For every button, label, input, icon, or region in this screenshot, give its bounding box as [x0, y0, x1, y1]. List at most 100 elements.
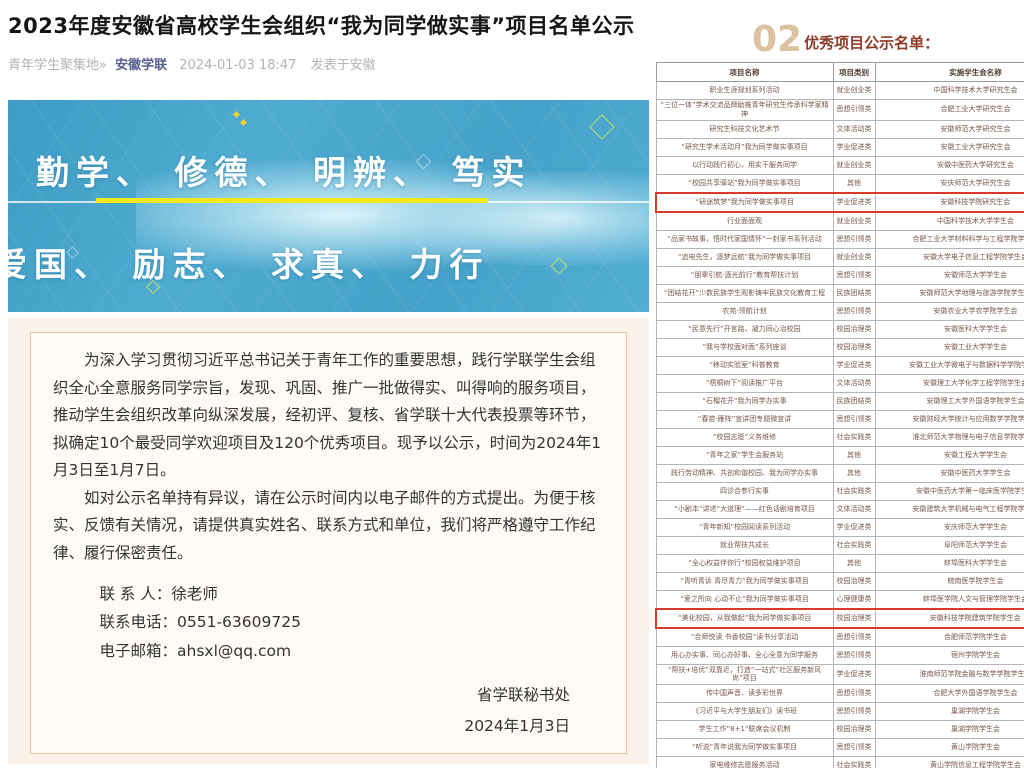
project-category-cell: 校园治理类	[832, 571, 876, 591]
project-name-cell: “梧桐树下”阅读推广平台	[655, 373, 834, 393]
project-name-cell: “小剧本”讲述“大道理”——红色话剧培育项目	[655, 499, 834, 519]
project-name-cell: “品家书故事，悟时代家国情怀”一封家书系列活动	[655, 229, 834, 249]
page-title: 2023年度安徽省高校学生会组织“我为同学做实事”项目名单公示	[8, 14, 635, 38]
student-union-cell: 阜阳师范大学学生会	[874, 535, 1024, 555]
student-union-cell: 安徽理工大学外国语学院学生会	[874, 391, 1024, 411]
project-name-cell: “研究生学术活动月”我为同学做实事项目	[655, 137, 834, 157]
project-category-cell: 其他	[832, 553, 876, 573]
project-category-cell: 思想引领类	[832, 229, 876, 249]
project-name-cell: “校园志愿”义务维修	[655, 427, 834, 447]
table-row: “三位一体”学术交流品牌助推青年研究生传承科学家精神 思想引领类 合肥工业大学研究生…	[655, 99, 1024, 121]
section-heading: 02 优秀项目公示名单：	[752, 22, 939, 58]
project-name-cell: “朋辈引航·逐光前行”教育帮扶计划	[655, 265, 834, 285]
account-link[interactable]: 安徽学联	[115, 58, 168, 73]
project-category-cell: 民族团结类	[832, 391, 876, 411]
table-row: “品家书故事，悟时代家国情怀”一封家书系列活动 思想引领类 合肥工业大学材料科学与工…	[655, 229, 1024, 249]
project-category-cell: 文体活动类	[832, 373, 876, 393]
project-name-cell: “民意先行”开言路、凝力同心治校园	[655, 319, 834, 339]
student-union-cell: 皖南医学院学生会	[874, 571, 1024, 591]
project-category-cell: 其他	[832, 173, 876, 193]
meta-location: 发表于安徽	[310, 58, 376, 73]
table-row: “听说”青年说我为同学做实事项目 思想引领类 黄山学院学生会	[655, 738, 1024, 757]
table-row: “校园志愿”义务维修社会实践类淮北师范大学物理与电子信息学院学生会	[655, 427, 1024, 447]
project-name-cell: “移动实验室”科普教育	[655, 355, 834, 375]
meta-datetime: 2024-01-03 18:47	[179, 58, 297, 73]
table-row: 行业面面观 就业创业类 中国科学技术大学学生会	[655, 211, 1024, 231]
header-project-category: 项目类别	[832, 62, 876, 82]
banner-yellow-line	[96, 198, 488, 203]
project-category-cell: 心理健康类	[832, 589, 876, 609]
table-row: “民意先行”开言路、凝力同心治校园 校园治理类 安徽医科大学学生会	[655, 319, 1024, 339]
student-union-cell: 安徽农业大学农学院学生会	[874, 301, 1024, 321]
project-name-cell: “爱之所向 心动不止”我为同学做实事项目	[655, 589, 834, 609]
project-category-cell: 思想引领类	[832, 99, 876, 121]
project-category-cell: 思想引领类	[832, 702, 876, 721]
student-union-cell: 安徽工业大学学生会	[874, 337, 1024, 357]
student-union-cell: 安庆师范大学学生会	[874, 517, 1024, 537]
project-name-cell: 家电维修志愿服务活动	[655, 756, 834, 768]
project-name-cell: “全心权益伴你行”校园权益维护项目	[655, 553, 834, 573]
table-row: 用心办实事、同心办好事、全心全意为同学服务 思想引领类 宿州学院学生会	[655, 645, 1024, 665]
banner-glow	[379, 172, 649, 266]
table-header-row: 项目名称 项目类别 实施学生会名称	[655, 62, 1024, 82]
project-name-cell: “三位一体”学术交流品牌助推青年研究生传承科学家精神	[655, 99, 834, 121]
project-name-cell: 职业生涯规划系列活动	[655, 81, 834, 100]
project-name-cell: 研究生科技文化艺术节	[655, 119, 834, 139]
table-row: “爱之所向 心动不止”我为同学做实事项目 心理健康类 蚌埠医学院人文与管理学院学生会	[655, 589, 1024, 609]
project-category-cell: 就业创业类	[832, 211, 876, 231]
project-category-cell: 社会实践类	[832, 756, 876, 768]
table-row: 践行劳动精神、共创和谐校园、我为同学办实事 其他 安徽中医药大学学生会	[655, 463, 1024, 483]
project-name-cell: “春苗·雁阵”宣讲团专题微宣讲	[655, 409, 834, 429]
student-union-cell: 安徽中医药大学研究生会	[874, 155, 1024, 175]
project-name-cell: “帮扶+培优”双靠近，打造“一站式”社区服务新风尚”项目	[655, 663, 834, 685]
student-union-cell: 安徽大学电子信息工程学院学生会	[874, 247, 1024, 267]
project-name-cell: 《习近平与大学生朋友们》读书班	[655, 702, 834, 721]
section-number: 02	[752, 19, 803, 60]
project-name-cell: “美化校园，从我做起”我为同学做实事项目	[655, 607, 834, 629]
table-row: “我与学校面对面”系列座谈 校园治理类 安徽工业大学学生会	[655, 337, 1024, 357]
project-name-cell: “青年新知”校园阅读系列活动	[655, 517, 834, 537]
notice-background: 为深入学习贯彻习近平总书记关于青年工作的重要思想，践行学联学生会组织全心全意服务…	[8, 318, 649, 764]
project-category-cell: 校园治理类	[832, 607, 876, 629]
table-row: “合师悦读 书香校园”读书分享活动 思想引领类 合肥师范学院学生会	[655, 627, 1024, 647]
project-name-cell: “石榴花开”我为同学办实事	[655, 391, 834, 411]
project-category-cell: 社会实践类	[832, 481, 876, 501]
project-name-cell: 四诊合参行实事	[655, 481, 834, 501]
project-category-cell: 校园治理类	[832, 319, 876, 339]
contact-email: 电子邮箱：ahsxl@qq.com	[99, 641, 292, 660]
student-union-cell: 安庆师范大学研究生会	[874, 173, 1024, 193]
student-union-cell: 合肥工业大学研究生会	[874, 99, 1024, 121]
contact-block: 联 系 人：徐老师 联系电话：0551-63609725 电子邮箱：ahsxl@…	[100, 580, 605, 666]
header-project-name: 项目名称	[655, 62, 834, 82]
project-category-cell: 学业促进类	[832, 663, 876, 685]
project-category-cell: 民族团结类	[832, 283, 876, 303]
signature-date: 2024年1月3日	[464, 716, 570, 735]
student-union-cell: 安徽工业大学研究生会	[874, 137, 1024, 157]
table-row: “美化校园，从我做起”我为同学做实事项目 校园治理类 安徽科技学院建筑学院学生会	[655, 607, 1024, 629]
project-name-cell: 就业帮扶共成长	[655, 535, 834, 555]
student-union-cell: 安徽师范大学地理与旅游学院学生会	[874, 283, 1024, 303]
project-category-cell: 思想引领类	[832, 301, 876, 321]
notice-box: 为深入学习贯彻习近平总书记关于青年工作的重要思想，践行学联学生会组织全心全意服务…	[30, 332, 627, 754]
project-category-cell: 思想引领类	[832, 684, 876, 703]
student-union-cell: 巢湖学院学生会	[874, 702, 1024, 721]
header-student-union: 实施学生会名称	[874, 62, 1024, 82]
table-row: “青年之家”学生会服务站 其他 安徽工程大学学生会	[655, 445, 1024, 465]
project-name-cell: 传中国声音、读多彩世界	[655, 684, 834, 703]
project-name-cell: 践行劳动精神、共创和谐校园、我为同学办实事	[655, 463, 834, 483]
table-row: 家电维修志愿服务活动 社会实践类 黄山学院信息工程学院学生会	[655, 756, 1024, 768]
table-row: 农苑·领航计划 思想引领类 安徽农业大学农学院学生会	[655, 301, 1024, 321]
project-category-cell: 校园治理类	[832, 720, 876, 739]
project-name-cell: “青年之家”学生会服务站	[655, 445, 834, 465]
project-category-cell: 校园治理类	[832, 337, 876, 357]
project-category-cell: 学业促进类	[832, 137, 876, 157]
student-union-cell: 安徽师范大学学生会	[874, 265, 1024, 285]
project-name-cell: “追电先生，逐梦远航”我为同学做实事项目	[655, 247, 834, 267]
project-name-cell: 以行动践行初心，用实干服务同学	[655, 155, 834, 175]
signature-block: 省学联秘书处 2024年1月3日	[53, 680, 570, 742]
student-union-cell: 安徽科技学院建筑学院学生会	[874, 607, 1024, 629]
student-union-cell: 巢湖学院学生会	[874, 720, 1024, 739]
projects-table: 项目名称 项目类别 实施学生会名称 职业生涯规划系列活动 就业创业类 中国科学技术大…	[655, 62, 1024, 768]
table-row: “追电先生，逐梦远航”我为同学做实事项目 就业创业类 安徽大学电子信息工程学院学生会	[655, 247, 1024, 267]
student-union-cell: 淮南师范学院金融与数学学院学生会	[874, 663, 1024, 685]
